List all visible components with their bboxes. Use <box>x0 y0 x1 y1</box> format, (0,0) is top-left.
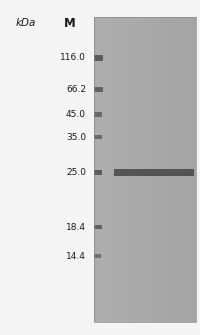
Text: 18.4: 18.4 <box>66 222 86 231</box>
Bar <box>94 112 102 117</box>
Bar <box>94 254 101 258</box>
Text: 66.2: 66.2 <box>66 85 86 94</box>
Text: 25.0: 25.0 <box>66 168 86 177</box>
Bar <box>94 87 103 92</box>
Bar <box>94 17 196 322</box>
Text: kDa: kDa <box>16 18 36 28</box>
Text: 45.0: 45.0 <box>66 110 86 119</box>
Text: 35.0: 35.0 <box>66 133 86 142</box>
Bar <box>114 169 194 176</box>
Bar <box>94 170 102 175</box>
Text: 14.4: 14.4 <box>66 252 86 261</box>
Bar <box>94 55 103 61</box>
Bar <box>94 17 106 322</box>
Text: 116.0: 116.0 <box>60 53 86 62</box>
Bar <box>94 135 102 139</box>
Bar <box>94 225 102 229</box>
Text: M: M <box>64 17 76 30</box>
